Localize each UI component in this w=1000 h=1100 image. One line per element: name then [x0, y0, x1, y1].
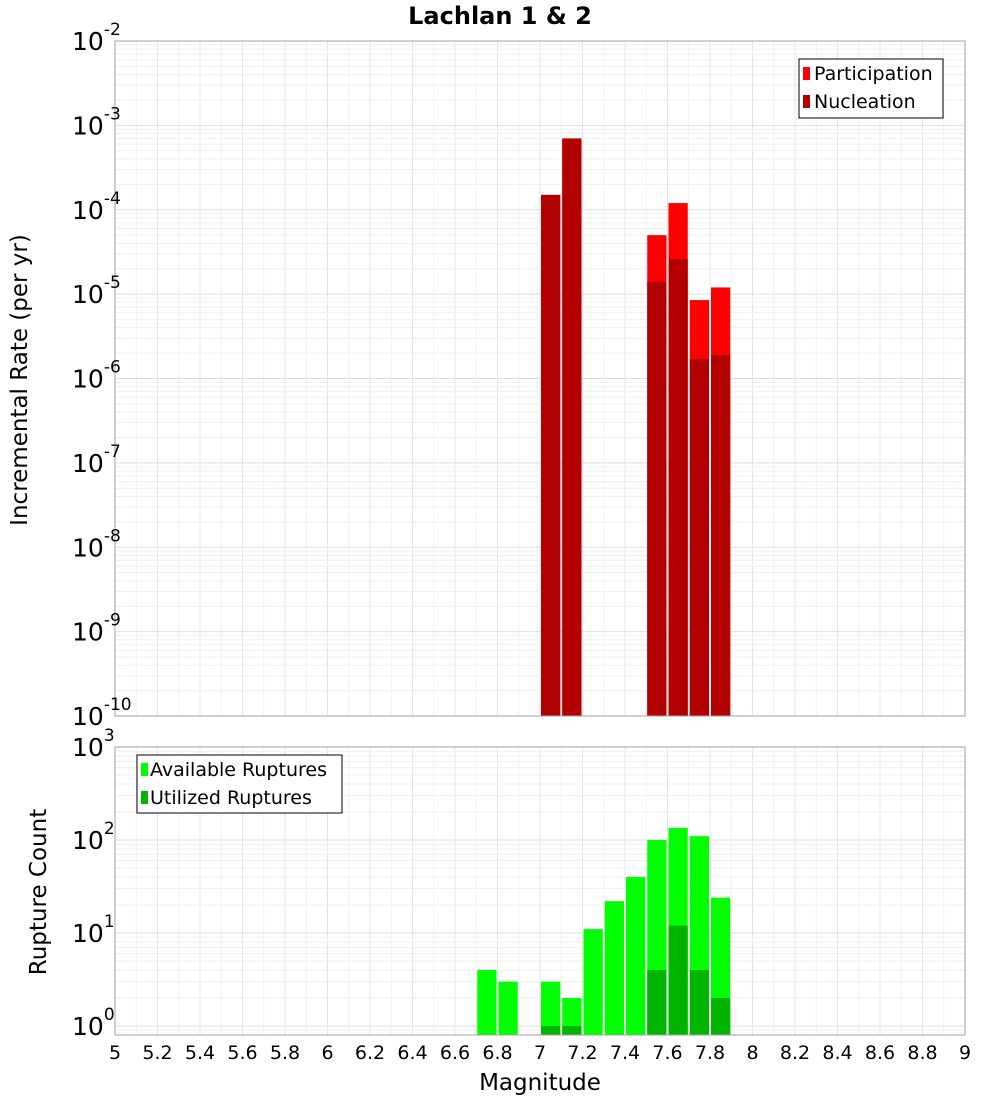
bottom-y-tick-labels: 100 101 102 103	[72, 726, 115, 1041]
bar-nucleation	[647, 281, 667, 716]
y-tick-label: 10-3	[72, 104, 121, 140]
x-tick-label: 5.6	[227, 1042, 257, 1064]
bar-utilized-ruptures	[711, 997, 731, 1035]
x-axis-label: Magnitude	[479, 1070, 601, 1096]
bar-utilized-ruptures	[541, 1025, 561, 1035]
x-tick-label: 9	[959, 1042, 971, 1064]
x-tick-label: 7.4	[610, 1042, 640, 1064]
x-tick-label: 6	[321, 1042, 333, 1064]
bar-utilized-ruptures	[689, 969, 709, 1035]
y-tick-label: 10-10	[72, 695, 132, 731]
bar-available-ruptures	[477, 969, 497, 1035]
bottom-chart-panel: 100 101 102 103 5 5.2 5.4 5.6 5.8 6 6.2 6.4 6.6 6.8 7…	[26, 726, 971, 1096]
bar-available-ruptures	[498, 981, 518, 1035]
legend-swatch-available	[141, 763, 148, 776]
x-tick-label: 8	[746, 1042, 758, 1064]
y-tick-label: 102	[72, 819, 115, 855]
bottom-y-axis-label: Rupture Count	[26, 809, 52, 975]
x-tick-label: 6.6	[440, 1042, 470, 1064]
top-bars	[541, 138, 731, 717]
y-tick-label: 10-7	[72, 442, 121, 478]
top-y-tick-labels: 10-10 10-9 10-8 10-7 10-6 10-5 10-4 10-3 10-2	[72, 20, 132, 731]
legend-swatch-participation	[803, 67, 810, 80]
chart-title: Lachlan 1 & 2	[408, 2, 592, 30]
x-tick-label: 5.2	[142, 1042, 172, 1064]
x-tick-label: 7.2	[567, 1042, 597, 1064]
legend-label-participation: Participation	[814, 63, 933, 85]
x-tick-label: 8.4	[822, 1042, 852, 1064]
x-tick-label: 7	[534, 1042, 546, 1064]
bar-utilized-ruptures	[647, 969, 667, 1035]
bottom-bars	[477, 827, 731, 1035]
x-tick-label: 7.6	[652, 1042, 682, 1064]
top-plot-frame	[114, 40, 966, 717]
bar-nucleation	[711, 354, 731, 716]
x-tick-label: 6.4	[397, 1042, 427, 1064]
bottom-legend: Available Ruptures Utilized Ruptures	[136, 754, 343, 814]
top-legend: Participation Nucleation	[798, 58, 944, 119]
x-tick-label: 8.8	[907, 1042, 937, 1064]
legend-swatch-nucleation	[803, 95, 810, 108]
x-tick-labels: 5 5.2 5.4 5.6 5.8 6 6.2 6.4 6.6 6.8 7 7.2 7.4 7.6 7.8 8…	[109, 1042, 971, 1064]
x-tick-label: 8.2	[780, 1042, 810, 1064]
y-tick-label: 10-6	[72, 358, 121, 394]
y-tick-label: 10-8	[72, 526, 121, 562]
bar-nucleation	[562, 138, 582, 717]
x-tick-label: 8.6	[865, 1042, 895, 1064]
x-tick-label: 6.2	[355, 1042, 385, 1064]
bar-available-ruptures	[604, 901, 624, 1035]
top-grid	[114, 40, 966, 717]
top-y-axis-label: Incremental Rate (per yr)	[7, 234, 33, 526]
bar-nucleation	[668, 259, 688, 716]
bottom-plot-frame	[114, 746, 966, 1036]
y-tick-label: 10-5	[72, 273, 121, 309]
y-tick-label: 101	[72, 912, 115, 948]
legend-label-nucleation: Nucleation	[814, 91, 916, 113]
legend-swatch-utilized	[141, 791, 148, 804]
x-tick-label: 5.4	[185, 1042, 215, 1064]
bar-available-ruptures	[541, 981, 561, 1035]
x-tick-label: 5	[109, 1042, 121, 1064]
x-tick-label: 7.8	[695, 1042, 725, 1064]
bottom-legend-box	[136, 754, 343, 814]
legend-label-utilized-ruptures: Utilized Ruptures	[150, 787, 312, 809]
bar-utilized-ruptures	[562, 1025, 582, 1035]
y-tick-label: 103	[72, 726, 115, 762]
bar-available-ruptures	[562, 997, 582, 1035]
top-legend-box	[798, 58, 944, 119]
legend-label-available-ruptures: Available Ruptures	[150, 759, 327, 781]
y-tick-label: 10-4	[72, 189, 121, 225]
x-tick-label: 5.8	[270, 1042, 300, 1064]
bar-utilized-ruptures	[668, 925, 688, 1035]
bar-available-ruptures	[626, 877, 646, 1035]
bar-nucleation	[541, 194, 561, 716]
y-tick-label: 10-9	[72, 611, 121, 647]
bar-nucleation	[689, 359, 709, 716]
y-tick-label: 10-2	[72, 20, 121, 56]
x-tick-label: 6.8	[482, 1042, 512, 1064]
y-tick-label: 100	[72, 1005, 115, 1041]
top-chart-panel: 10-10 10-9 10-8 10-7 10-6 10-5 10-4 10-3 10-2 In…	[7, 20, 966, 731]
bar-available-ruptures	[583, 929, 603, 1035]
